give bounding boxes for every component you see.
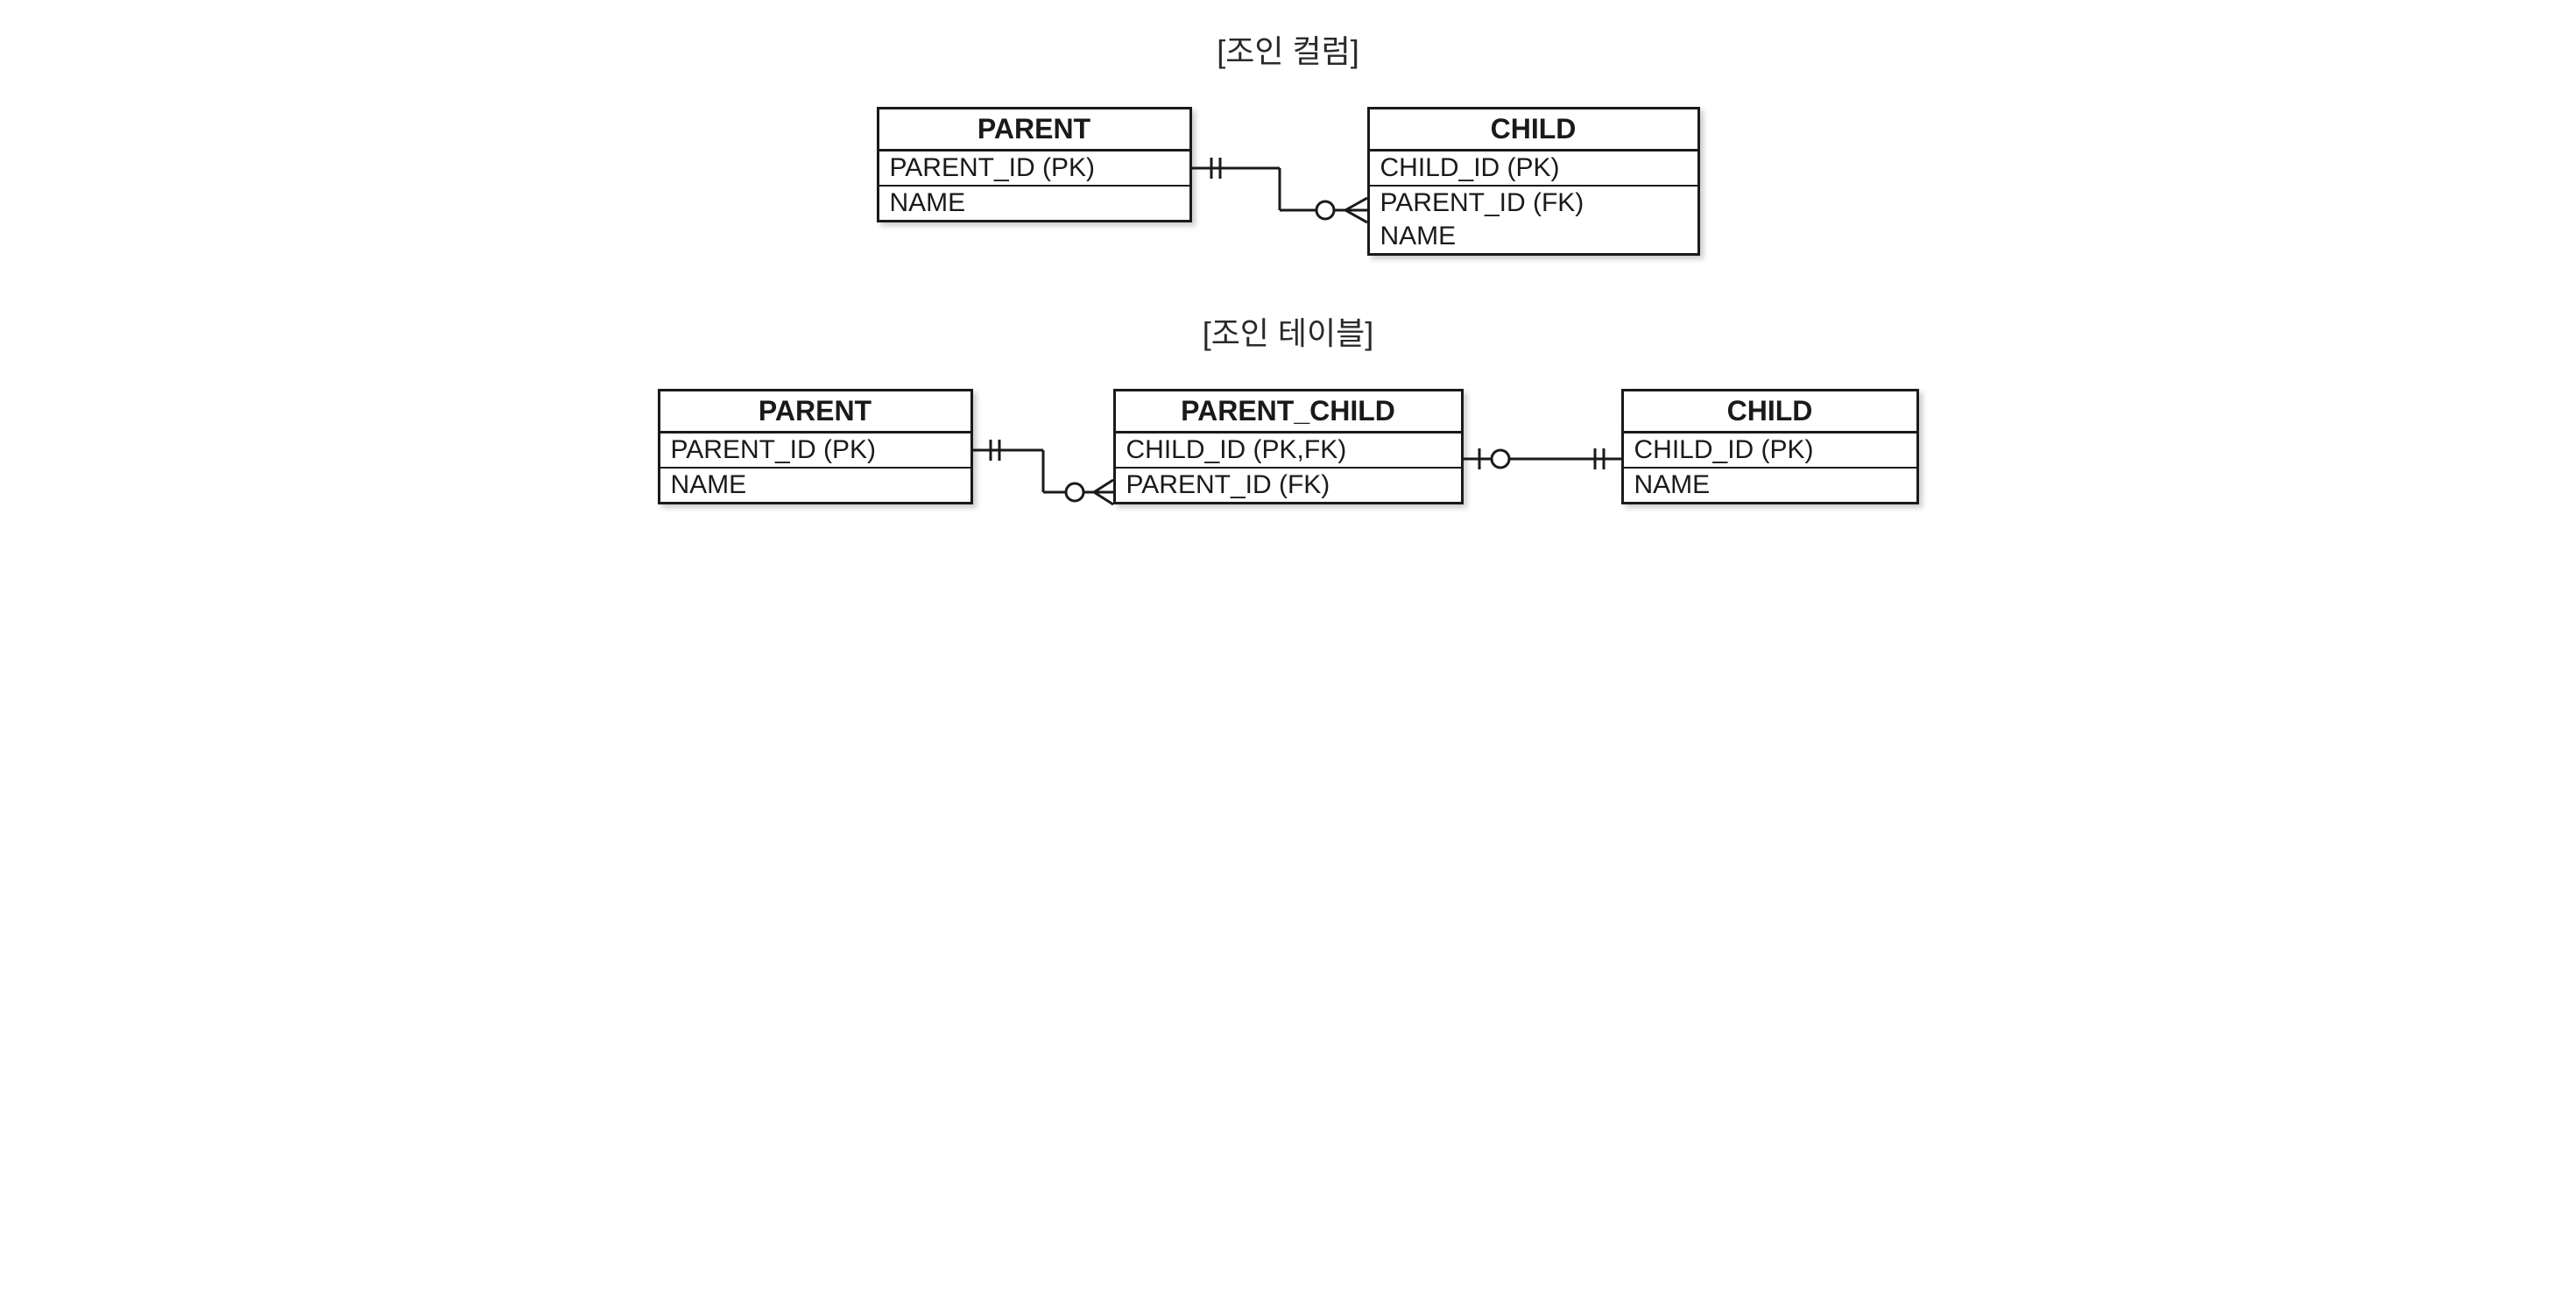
- parentchild-entity: PARENT_CHILD CHILD_ID (PK,FK) PARENT_ID …: [1113, 389, 1464, 504]
- parent-entity-row-1: NAME: [879, 187, 1189, 220]
- join-table-section: [조인 테이블] PARENT PARENT_ID (PK) NAME PARE…: [18, 308, 2558, 529]
- parent-entity-2: PARENT PARENT_ID (PK) NAME: [658, 389, 973, 504]
- child-entity: CHILD CHILD_ID (PK) PARENT_ID (FK) NAME: [1367, 107, 1700, 256]
- join-column-section: [조인 컬럼] PARENT PARENT_ID (PK) NAME: [18, 26, 2558, 256]
- one-to-one-connector-icon: [1464, 441, 1621, 476]
- parentchild-entity-header: PARENT_CHILD: [1116, 391, 1461, 434]
- child-entity-2-row-0: CHILD_ID (PK): [1624, 434, 1916, 469]
- child-entity-header: CHILD: [1370, 109, 1697, 152]
- connector-parent-parentchild: [973, 433, 1113, 529]
- section1-title: [조인 컬럼]: [18, 26, 2558, 72]
- parent-entity-header: PARENT: [879, 109, 1189, 152]
- parent-entity-row-0: PARENT_ID (PK): [879, 152, 1189, 187]
- section1-diagram: PARENT PARENT_ID (PK) NAME: [18, 107, 2558, 256]
- section2-title: [조인 테이블]: [18, 308, 2558, 354]
- connector-parentchild-child: [1464, 441, 1621, 476]
- crowsfoot-connector-icon: [1192, 151, 1367, 256]
- parent-entity-2-row-1: NAME: [660, 469, 970, 502]
- section2-diagram: PARENT PARENT_ID (PK) NAME PARENT_CHILD …: [18, 389, 2558, 529]
- child-entity-row-2: NAME: [1370, 220, 1697, 253]
- parentchild-entity-row-1: PARENT_ID (FK): [1116, 469, 1461, 502]
- parent-entity-2-row-0: PARENT_ID (PK): [660, 434, 970, 469]
- parent-entity: PARENT PARENT_ID (PK) NAME: [877, 107, 1192, 222]
- child-entity-row-1: PARENT_ID (FK): [1370, 187, 1697, 220]
- crowsfoot-connector-icon: [973, 433, 1113, 529]
- child-entity-2-row-1: NAME: [1624, 469, 1916, 502]
- connector-parent-child: [1192, 151, 1367, 256]
- child-entity-row-0: CHILD_ID (PK): [1370, 152, 1697, 187]
- child-entity-2-header: CHILD: [1624, 391, 1916, 434]
- child-entity-2: CHILD CHILD_ID (PK) NAME: [1621, 389, 1919, 504]
- parentchild-entity-row-0: CHILD_ID (PK,FK): [1116, 434, 1461, 469]
- parent-entity-2-header: PARENT: [660, 391, 970, 434]
